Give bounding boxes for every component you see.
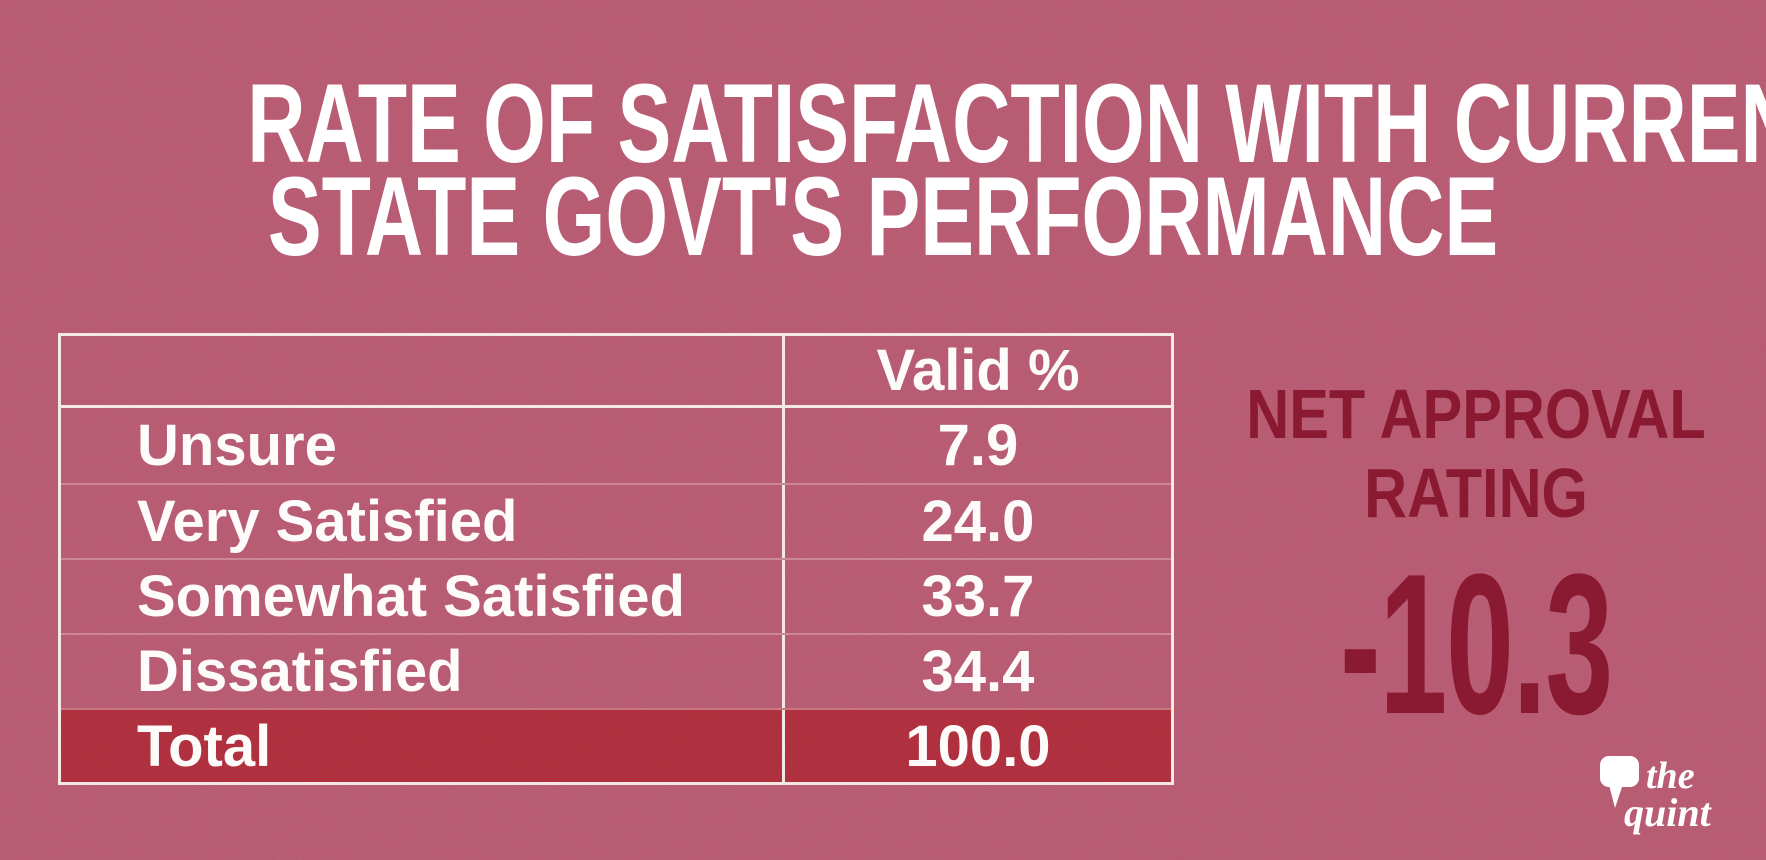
quint-logo: the quint — [1598, 748, 1758, 848]
net-approval-value: -10.3 — [1340, 533, 1613, 756]
row-label: Very Satisfied — [61, 485, 785, 558]
row-label: Dissatisfied — [61, 635, 785, 708]
total-value: 100.0 — [905, 713, 1051, 779]
row-value: 34.4 — [921, 639, 1035, 704]
table-row: Dissatisfied 34.4 — [61, 633, 1171, 708]
satisfaction-table: Valid % Unsure 7.9 Very Satisfied 24.0 S… — [58, 333, 1174, 785]
table-row: Unsure 7.9 — [61, 408, 1171, 483]
row-label: Unsure — [61, 408, 785, 483]
page-title: RATE OF SATISFACTION WITH CURRENT STATE … — [0, 68, 1766, 279]
logo-word-quint: quint — [1624, 790, 1711, 835]
net-approval-label-line-2: RATING — [1364, 454, 1588, 532]
net-approval-panel: NET APPROVAL RATING -10.3 — [1186, 375, 1766, 745]
total-label: Total — [61, 710, 785, 782]
header-empty-cell — [61, 336, 785, 405]
header-valid-percent: Valid % — [876, 338, 1080, 403]
table-row: Somewhat Satisfied 33.7 — [61, 558, 1171, 633]
row-value: 33.7 — [921, 564, 1035, 629]
row-label: Somewhat Satisfied — [61, 560, 785, 633]
net-approval-label-line-1: NET APPROVAL — [1246, 375, 1706, 453]
row-value: 24.0 — [921, 489, 1035, 554]
title-line-2: STATE GOVT'S PERFORMANCE — [267, 154, 1499, 279]
row-value: 7.9 — [937, 413, 1019, 478]
table-header-row: Valid % — [61, 336, 1171, 408]
table-row: Very Satisfied 24.0 — [61, 483, 1171, 558]
table-total-row: Total 100.0 — [61, 708, 1171, 782]
